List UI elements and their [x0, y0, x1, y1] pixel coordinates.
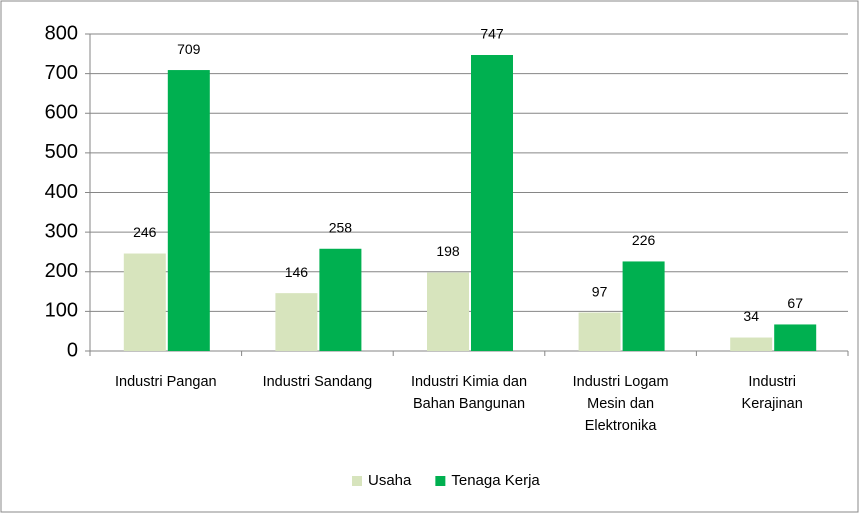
- data-label: 97: [592, 283, 608, 299]
- bar: [427, 272, 469, 351]
- y-tick-label: 100: [45, 300, 78, 322]
- y-tick-label: 600: [45, 102, 78, 124]
- x-tick-label: Industri Logam Mesin dan Elektronika: [572, 374, 669, 434]
- data-label: 246: [133, 224, 157, 240]
- legend-swatch: [435, 476, 446, 486]
- data-label: 226: [632, 232, 656, 248]
- bar: [578, 312, 621, 351]
- y-tick-label: 500: [45, 141, 78, 163]
- x-tick-label: Industri Pangan: [115, 374, 217, 390]
- bar: [275, 293, 318, 351]
- bar: [319, 248, 362, 351]
- bar: [730, 337, 773, 351]
- x-tick-label: Industri Sandang: [262, 374, 373, 390]
- data-label: 146: [285, 264, 309, 280]
- data-label: 34: [743, 308, 759, 324]
- bar: [622, 261, 665, 351]
- data-label: 747: [480, 26, 504, 42]
- bar: [774, 324, 817, 351]
- legend-swatch: [352, 476, 362, 486]
- bar: [471, 55, 513, 351]
- x-tick-label: Industri Kimia dan Bahan Bangunan: [410, 374, 528, 412]
- bar: [167, 70, 210, 351]
- y-tick-label: 800: [45, 22, 78, 44]
- y-tick-label: 700: [45, 62, 78, 84]
- legend-label: Usaha: [368, 472, 412, 489]
- y-tick-label: 0: [67, 339, 78, 361]
- y-tick-label: 200: [45, 260, 78, 282]
- data-label: 198: [436, 243, 460, 259]
- x-tick-label: Industri Kerajinan: [741, 374, 803, 412]
- data-label: 709: [177, 41, 201, 57]
- y-tick-label: 400: [45, 181, 78, 203]
- legend-label: Tenaga Kerja: [451, 472, 540, 489]
- y-tick-label: 300: [45, 220, 78, 242]
- data-label: 258: [329, 219, 353, 235]
- bar: [123, 253, 166, 351]
- data-label: 67: [787, 295, 803, 311]
